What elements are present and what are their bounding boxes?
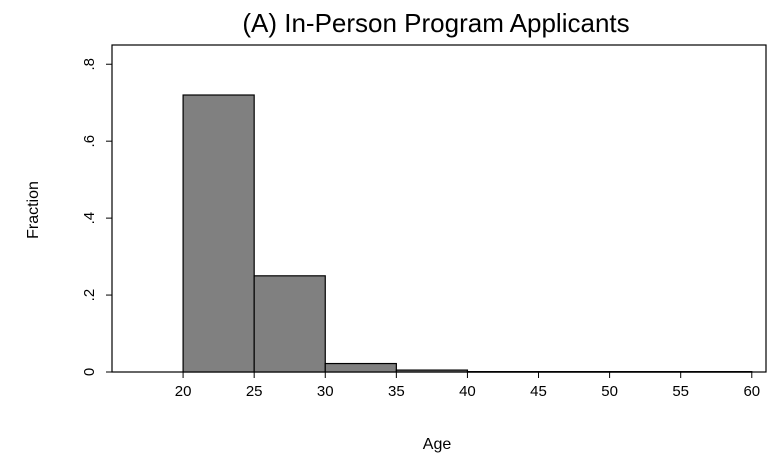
x-tick-label-60: 60 bbox=[743, 383, 760, 400]
y-tick-label-1: .2 bbox=[81, 289, 98, 302]
histogram-bar-40-45 bbox=[466, 371, 540, 373]
histogram-bar-35-40 bbox=[395, 369, 469, 373]
y-axis-label: Fraction bbox=[25, 181, 42, 239]
x-tick-label-20: 20 bbox=[175, 383, 192, 400]
histogram-bar-50-55 bbox=[609, 371, 682, 373]
histogram-bar-55-60 bbox=[680, 371, 753, 373]
x-tick-label-50: 50 bbox=[601, 383, 618, 400]
histogram-bar-25-30 bbox=[253, 275, 326, 373]
y-tick-label-3: .6 bbox=[81, 135, 98, 148]
bars-group bbox=[182, 94, 753, 373]
x-tick-label-55: 55 bbox=[672, 383, 689, 400]
y-tick-label-0: 0 bbox=[81, 368, 98, 376]
histogram-bar-30-35 bbox=[324, 362, 397, 373]
histogram-bar-20-25 bbox=[182, 94, 255, 373]
y-tick-label-4: .8 bbox=[81, 58, 98, 71]
x-tick-label-40: 40 bbox=[459, 383, 476, 400]
x-axis-label: Age bbox=[423, 436, 452, 453]
histogram-bar-45-50 bbox=[537, 371, 611, 373]
x-tick-label-45: 45 bbox=[530, 383, 547, 400]
x-tick-label-30: 30 bbox=[317, 383, 334, 400]
chart-title: (A) In-Person Program Applicants bbox=[242, 8, 629, 38]
y-axis: 0 .2 .4 .6 .8 bbox=[81, 58, 112, 376]
x-tick-label-35: 35 bbox=[388, 383, 405, 400]
x-tick-label-25: 25 bbox=[246, 383, 263, 400]
y-tick-label-2: .4 bbox=[81, 212, 98, 225]
x-axis: 20 25 30 35 40 45 50 55 60 bbox=[175, 372, 760, 400]
